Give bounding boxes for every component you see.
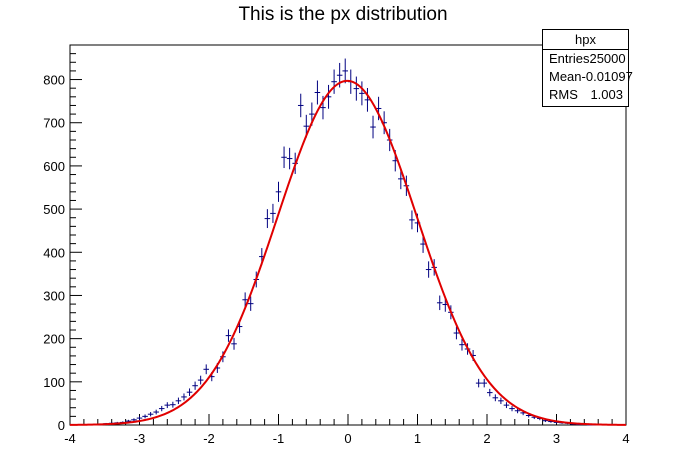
data-point (231, 337, 237, 350)
y-tick-label: 300 (43, 288, 65, 303)
data-point (359, 81, 365, 106)
y-tick-label: 200 (43, 332, 65, 347)
data-point (459, 338, 465, 351)
fit-curve (69, 79, 627, 426)
data-point (158, 405, 165, 412)
data-point (425, 261, 432, 278)
data-point (487, 388, 493, 397)
data-point (153, 409, 159, 415)
data-points (70, 58, 626, 426)
chart-title: This is the px distribution (238, 4, 448, 25)
data-point (225, 329, 232, 342)
stats-box: hpx Entries 25000 Mean -0.01097 RMS 1.00… (542, 29, 633, 107)
stats-row-rms: RMS 1.003 (543, 86, 628, 104)
stats-value: 1.003 (590, 87, 623, 102)
data-point (370, 115, 376, 139)
data-point (142, 414, 148, 419)
y-tick-label: 400 (43, 245, 65, 260)
data-point (247, 296, 254, 311)
data-point (498, 397, 504, 405)
stats-value: -0.01097 (581, 69, 633, 84)
x-tick-label: -3 (134, 431, 146, 446)
x-tick-label: -4 (64, 431, 76, 446)
data-point (364, 87, 371, 112)
data-point (514, 408, 521, 414)
y-tick-label: 800 (43, 73, 65, 88)
data-point (275, 181, 282, 202)
data-point (314, 80, 321, 105)
x-tick-label: -1 (273, 431, 285, 446)
data-point (197, 375, 204, 385)
data-point (270, 203, 276, 223)
y-tick-label: 0 (58, 418, 65, 433)
data-point (281, 146, 287, 169)
x-tick-label: -2 (203, 431, 215, 446)
x-tick-label: 0 (344, 431, 351, 446)
data-point (481, 378, 487, 388)
x-tick-label: 4 (622, 431, 629, 446)
stats-label: Mean (549, 69, 582, 84)
x-tick-label: 3 (553, 431, 560, 446)
data-point (186, 388, 193, 396)
data-point (131, 418, 137, 422)
data-point (331, 69, 337, 94)
y-tick-label: 500 (43, 202, 65, 217)
stats-row-mean: Mean -0.01097 (543, 68, 633, 86)
y-tick-label: 100 (43, 375, 65, 390)
data-point (453, 326, 460, 340)
data-point (286, 147, 293, 170)
stats-value: 25000 (589, 51, 626, 66)
data-point (136, 416, 143, 420)
y-tick-label: 600 (43, 159, 65, 174)
y-tick-label: 700 (43, 116, 65, 131)
data-point (503, 402, 510, 409)
data-point (203, 364, 209, 375)
data-point (164, 402, 171, 409)
data-point (297, 93, 304, 118)
x-tick-label: 2 (483, 431, 490, 446)
x-tick-label: 1 (414, 431, 421, 446)
data-point (175, 397, 182, 405)
data-point (147, 412, 154, 417)
data-point (264, 209, 271, 229)
data-point (436, 295, 443, 311)
data-point (170, 401, 176, 408)
axes: -4 -3 -2 -1 0 1 2 3 4 0 100 200 300 400 500 600 700 800 (43, 44, 630, 446)
stats-label: Entries (549, 51, 590, 66)
data-point (509, 405, 515, 412)
stats-label: RMS (549, 87, 578, 102)
data-point (353, 76, 360, 101)
data-point (342, 58, 348, 84)
stats-row-entries: Entries 25000 (543, 50, 628, 68)
data-point (181, 393, 187, 401)
stats-box-title: hpx (543, 30, 628, 50)
data-point (409, 210, 415, 230)
data-point (192, 381, 198, 390)
data-point (242, 292, 248, 308)
data-point (475, 378, 482, 388)
data-point (492, 394, 499, 402)
